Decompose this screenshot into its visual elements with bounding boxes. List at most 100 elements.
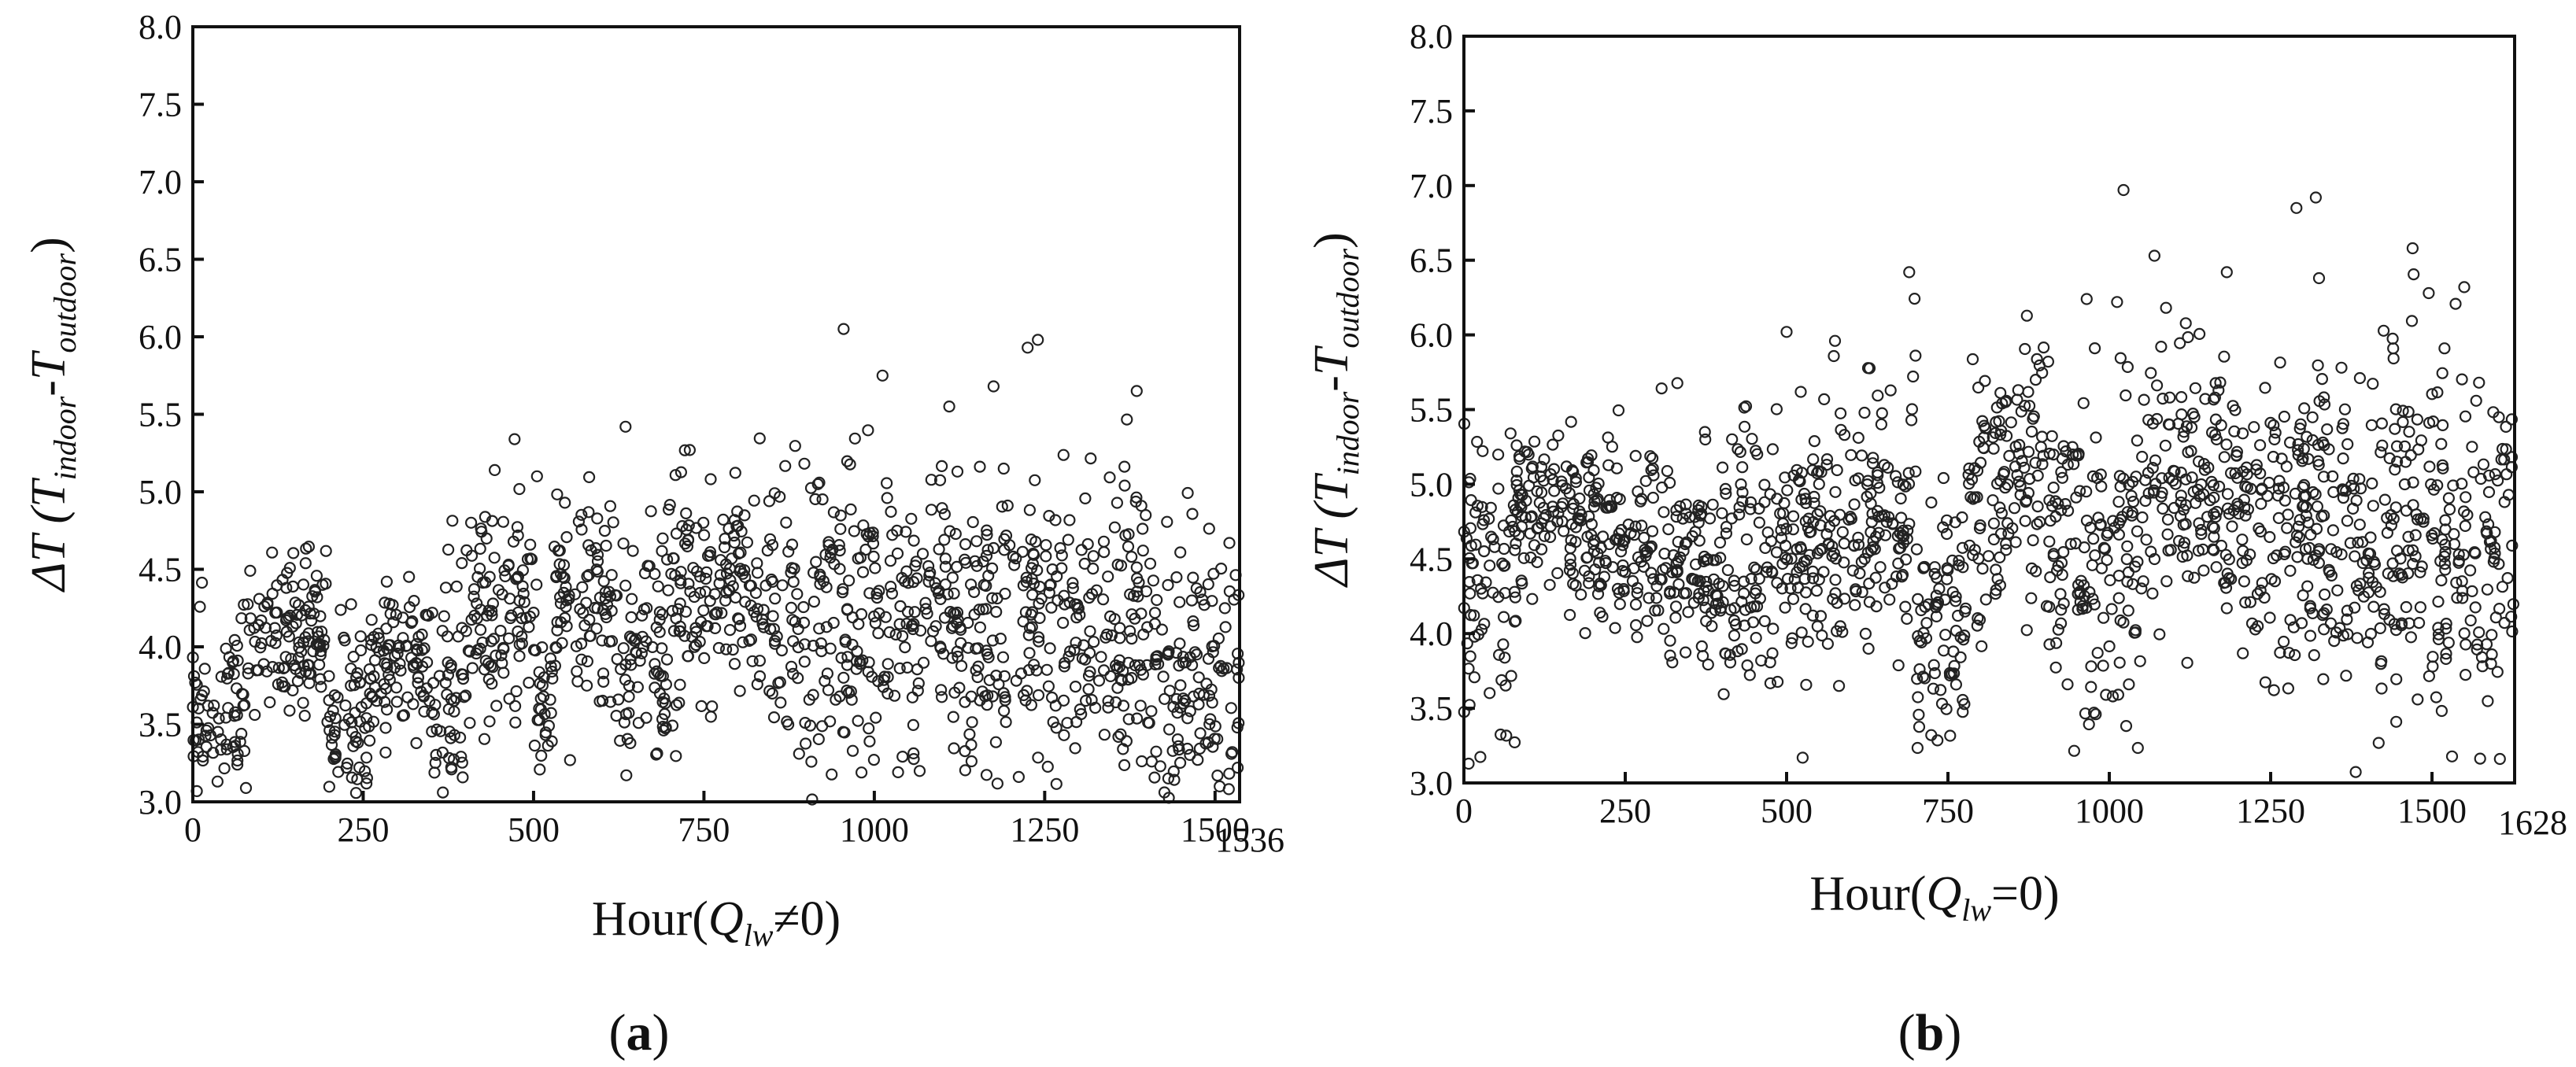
data-point (1591, 588, 1605, 600)
data-point (2471, 638, 2484, 651)
data-point (1987, 442, 2000, 455)
data-point (487, 633, 501, 645)
data-point (2036, 458, 2049, 471)
data-point (410, 737, 423, 750)
data-point (2390, 715, 2403, 728)
data-point (1174, 546, 1187, 559)
data-point (1814, 544, 1827, 556)
data-point (2306, 607, 2319, 620)
data-point (591, 565, 604, 578)
data-point (2442, 492, 2455, 504)
data-point (1631, 631, 1643, 644)
data-point (1010, 674, 1022, 687)
data-point (962, 616, 974, 629)
data-point (502, 558, 515, 571)
data-point (1780, 539, 1792, 552)
data-point (946, 571, 959, 584)
data-point (2043, 494, 2056, 507)
data-point (1666, 656, 1679, 669)
data-point (925, 504, 938, 516)
data-point (1688, 511, 1701, 523)
data-point (660, 678, 673, 691)
data-point (530, 470, 543, 482)
data-point (1879, 529, 1892, 541)
data-point (196, 576, 209, 589)
data-point (309, 585, 321, 598)
data-point (1070, 598, 1084, 611)
data-point (917, 656, 930, 669)
data-point (495, 649, 508, 662)
data-point (2489, 467, 2501, 481)
data-point (1066, 581, 1079, 595)
data-point (618, 716, 631, 729)
data-point (1765, 565, 1778, 578)
data-point (2506, 539, 2519, 552)
data-point (1132, 590, 1144, 603)
data-point (1081, 537, 1094, 551)
data-point (2072, 449, 2085, 462)
data-point (2022, 386, 2035, 398)
data-point (1814, 610, 1828, 622)
data-point (1484, 530, 1498, 543)
y-tick-label: 8.0 (1410, 17, 1453, 56)
data-point (354, 630, 367, 643)
data-point (2177, 430, 2190, 443)
data-point (974, 460, 986, 473)
data-point (2229, 404, 2242, 416)
data-point (2390, 440, 2404, 452)
data-point (1569, 472, 1582, 485)
data-point (1979, 593, 1992, 606)
data-point (1962, 468, 1975, 482)
data-point (1510, 615, 1522, 627)
data-point (1061, 717, 1074, 729)
data-point (2131, 434, 2143, 447)
data-point (2236, 534, 2249, 546)
data-point (1045, 601, 1058, 614)
data-point (1750, 631, 1762, 644)
data-point (227, 655, 239, 667)
data-point (2389, 403, 2402, 415)
data-point (823, 715, 837, 728)
data-point (2151, 412, 2164, 426)
data-point (650, 748, 663, 761)
data-point (2452, 556, 2465, 569)
data-point (1775, 524, 1787, 537)
data-point (1872, 390, 1884, 402)
data-point (297, 696, 309, 709)
data-point (1855, 556, 1868, 568)
data-point (1015, 667, 1028, 680)
data-point (2487, 406, 2500, 419)
data-point (2009, 536, 2022, 548)
data-point (753, 670, 767, 683)
data-point (448, 729, 461, 741)
data-point (2497, 442, 2509, 456)
data-point (235, 727, 248, 740)
data-point (780, 516, 793, 529)
data-point (238, 598, 250, 611)
data-point (1770, 546, 1783, 559)
data-point (1215, 665, 1229, 677)
data-point (867, 550, 880, 563)
data-point (2345, 479, 2357, 493)
data-point (610, 589, 623, 602)
data-point (2353, 519, 2366, 531)
data-point (1098, 545, 1111, 559)
data-point (1141, 621, 1154, 633)
data-point (1498, 542, 1510, 556)
data-point (674, 466, 688, 478)
data-point (2208, 393, 2220, 406)
data-point (680, 507, 693, 520)
data-point (881, 687, 894, 700)
data-point (2259, 676, 2271, 689)
data-point (488, 552, 501, 564)
data-point (857, 519, 870, 532)
data-point (1587, 500, 1601, 513)
data-point (1714, 552, 1727, 564)
data-point (1909, 349, 1922, 362)
data-point (379, 596, 391, 609)
data-point (2330, 545, 2343, 559)
data-point (2476, 660, 2489, 673)
data-point (1484, 559, 1496, 572)
data-point (534, 763, 546, 776)
data-point (2176, 550, 2189, 563)
